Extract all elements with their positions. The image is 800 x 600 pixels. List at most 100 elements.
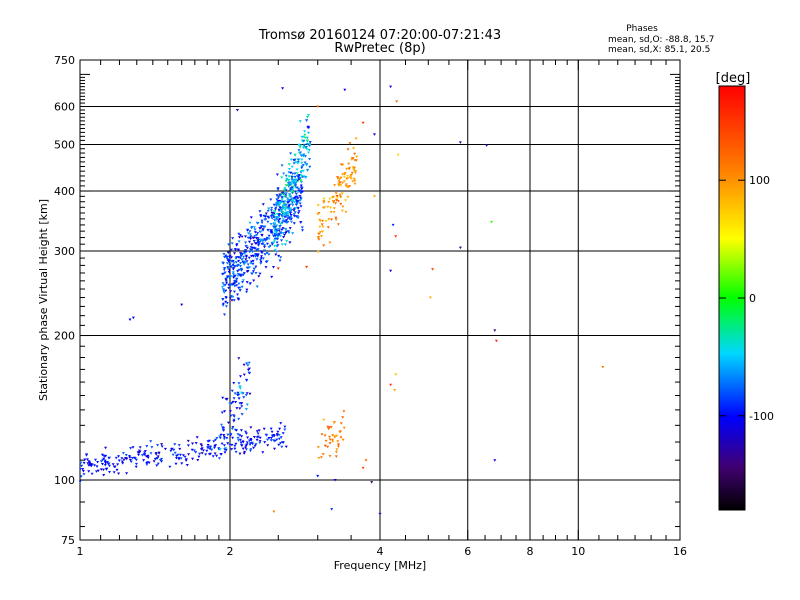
data-point	[282, 201, 286, 205]
data-point	[237, 268, 241, 272]
data-point	[227, 260, 230, 263]
data-point	[245, 403, 249, 406]
data-point	[292, 213, 296, 216]
data-point	[138, 446, 142, 449]
data-point	[229, 432, 233, 436]
y-tick-label: 400	[54, 185, 75, 198]
data-point	[212, 440, 216, 443]
data-point	[255, 221, 259, 225]
data-point	[232, 261, 236, 265]
data-point	[339, 422, 343, 425]
data-point	[308, 165, 312, 169]
data-point	[349, 177, 353, 180]
data-point	[338, 181, 342, 184]
data-point	[307, 148, 311, 152]
data-point	[240, 435, 244, 438]
data-point	[107, 462, 111, 465]
data-point	[251, 270, 255, 273]
data-point	[232, 276, 236, 279]
data-point	[236, 270, 240, 273]
data-point	[327, 426, 331, 429]
data-point	[231, 268, 235, 271]
data-point	[270, 275, 274, 279]
data-point	[246, 270, 250, 273]
data-point	[285, 219, 288, 222]
data-point	[222, 289, 226, 293]
data-point	[235, 407, 239, 410]
data-point	[373, 195, 376, 198]
data-point	[300, 187, 304, 191]
data-point	[256, 241, 260, 244]
data-point	[242, 363, 246, 367]
data-point	[231, 426, 235, 429]
data-point	[241, 260, 245, 264]
data-point	[300, 166, 304, 170]
data-point	[250, 243, 254, 246]
data-point	[185, 464, 189, 467]
data-point	[333, 436, 337, 439]
data-point	[231, 436, 235, 440]
data-point	[137, 449, 141, 453]
data-point	[247, 371, 251, 375]
data-point	[285, 178, 289, 182]
data-point	[227, 243, 231, 246]
data-point	[249, 237, 253, 241]
data-point	[124, 457, 128, 460]
data-point	[308, 158, 312, 161]
data-point	[326, 205, 330, 209]
data-point	[199, 443, 203, 446]
data-point	[295, 202, 299, 206]
data-point	[265, 236, 269, 240]
data-point	[275, 231, 279, 234]
data-point	[220, 411, 224, 414]
data-point	[223, 256, 227, 259]
data-point	[200, 452, 204, 455]
data-point	[283, 243, 287, 246]
data-point	[243, 252, 246, 255]
data-point	[233, 444, 237, 448]
data-point	[346, 148, 350, 151]
data-point	[326, 445, 330, 449]
data-point	[346, 177, 350, 180]
data-point	[290, 197, 294, 200]
data-point	[232, 290, 236, 294]
data-point	[186, 444, 190, 447]
data-point	[234, 442, 238, 446]
data-point	[224, 447, 227, 450]
data-point	[102, 474, 106, 477]
data-point	[306, 116, 309, 119]
data-point	[291, 199, 295, 202]
data-point	[243, 450, 247, 454]
data-point	[329, 426, 333, 429]
data-point	[316, 105, 320, 108]
data-point	[232, 282, 236, 285]
data-point	[240, 413, 244, 416]
data-point	[339, 430, 342, 433]
data-point	[224, 300, 228, 304]
data-point	[344, 184, 348, 188]
data-point	[283, 233, 286, 237]
data-point	[344, 183, 348, 186]
data-point	[276, 234, 280, 238]
data-point	[308, 141, 312, 144]
data-point	[389, 269, 393, 273]
data-point	[256, 249, 259, 252]
data-point	[330, 508, 334, 511]
data-point	[284, 213, 288, 216]
grid-lines	[80, 60, 680, 540]
data-point	[305, 265, 309, 269]
data-point	[300, 226, 304, 229]
data-point	[103, 464, 107, 467]
data-point	[236, 293, 239, 296]
data-point	[232, 397, 236, 400]
data-point	[295, 174, 299, 178]
data-point	[351, 180, 355, 183]
data-point	[256, 432, 260, 435]
data-point	[223, 267, 227, 270]
data-point	[302, 153, 306, 156]
data-point	[255, 430, 259, 433]
data-point	[277, 443, 281, 447]
data-point	[239, 262, 242, 265]
data-point	[270, 229, 274, 232]
data-point	[277, 214, 281, 217]
